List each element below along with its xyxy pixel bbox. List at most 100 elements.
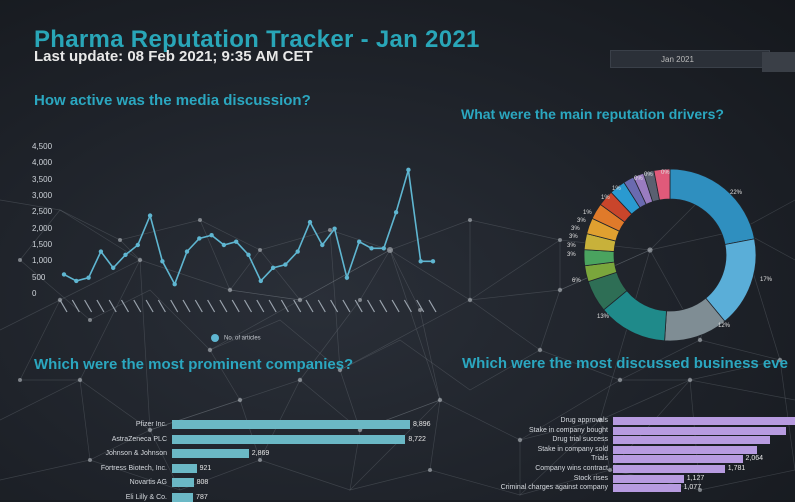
slice-percent-label: 17% <box>760 277 773 283</box>
slice-percent-label: 1% <box>583 210 592 216</box>
data-point[interactable] <box>357 239 362 244</box>
data-point[interactable] <box>135 242 140 248</box>
x-tick-label <box>366 299 376 313</box>
event-bar[interactable] <box>613 474 684 483</box>
company-label: Pfizer Inc. <box>135 421 167 428</box>
company-value-label: 8,896 <box>413 421 431 428</box>
data-point[interactable] <box>393 210 399 215</box>
data-point[interactable] <box>332 226 337 231</box>
data-point[interactable] <box>111 265 116 271</box>
x-tick-label <box>243 299 253 313</box>
events-section-heading: Which were the most discussed business e… <box>462 355 788 372</box>
x-tick-label <box>293 299 302 313</box>
x-tick-label <box>231 299 240 313</box>
company-bar[interactable] <box>172 492 194 502</box>
x-tick-label <box>59 299 68 313</box>
x-tick-label <box>207 299 216 313</box>
data-point[interactable] <box>381 246 386 251</box>
data-point[interactable] <box>147 213 153 218</box>
slice-percent-label: 6% <box>572 278 581 284</box>
data-point[interactable] <box>283 262 288 267</box>
company-bar[interactable] <box>172 463 197 473</box>
page-title: Pharma Reputation Tracker - Jan 2021 <box>34 26 480 53</box>
company-value-label: 921 <box>199 464 212 472</box>
data-point[interactable] <box>184 249 190 254</box>
event-label: Stake in company bought <box>529 426 608 434</box>
donut-slice[interactable] <box>653 168 671 201</box>
company-bar[interactable] <box>172 434 406 444</box>
event-bar[interactable] <box>613 426 786 435</box>
data-point[interactable] <box>160 259 165 264</box>
slice-percent-label: 0% <box>644 172 653 178</box>
y-tick-label: 4,500 <box>32 142 53 151</box>
event-bar[interactable] <box>613 445 758 454</box>
x-tick-label <box>120 299 130 313</box>
company-value-label: 808 <box>196 479 209 486</box>
x-tick-label <box>268 299 277 313</box>
event-bar[interactable] <box>613 455 743 464</box>
data-point[interactable] <box>295 249 300 254</box>
y-tick-label: 1,000 <box>32 256 53 266</box>
data-point[interactable] <box>74 278 79 284</box>
data-point[interactable] <box>258 278 263 284</box>
x-tick-label <box>145 299 154 313</box>
data-point[interactable] <box>197 236 202 241</box>
event-bar[interactable] <box>613 484 681 493</box>
event-value-label: 1,127 <box>686 474 705 482</box>
company-value-label: 787 <box>196 493 208 501</box>
x-tick-label <box>391 299 400 313</box>
x-tick-label <box>71 299 80 313</box>
slice-percent-label: 22% <box>730 190 743 196</box>
company-label: Novartis AG <box>129 479 167 486</box>
data-point[interactable] <box>246 252 251 257</box>
y-tick-label: 1,500 <box>32 240 53 249</box>
data-point[interactable] <box>307 219 313 225</box>
event-value-label: 1,781 <box>727 465 746 472</box>
media-section-heading: How active was the media discussion? <box>34 92 311 109</box>
company-bar[interactable] <box>172 478 194 487</box>
event-label: Company wins contract <box>535 465 608 472</box>
line-chart-legend: No. of articles <box>211 334 261 342</box>
x-tick-label <box>416 299 425 313</box>
x-tick-label <box>379 299 388 313</box>
company-label: Johnson & Johnson <box>105 450 168 457</box>
x-tick-label <box>157 299 166 313</box>
data-point[interactable] <box>86 275 91 280</box>
data-point[interactable] <box>123 252 128 257</box>
event-value-label: 1,077 <box>683 484 702 492</box>
event-bar[interactable] <box>613 436 770 445</box>
data-point[interactable] <box>209 233 214 238</box>
slice-percent-label: 0% <box>634 176 643 182</box>
data-point[interactable] <box>61 272 67 277</box>
drivers-section-heading: What were the main reputation drivers? <box>461 106 724 122</box>
data-point[interactable] <box>98 249 104 254</box>
donut-slice[interactable] <box>669 168 755 245</box>
data-point[interactable] <box>344 275 350 280</box>
event-bar[interactable] <box>613 465 725 473</box>
data-point[interactable] <box>430 259 436 264</box>
slice-percent-label: 1% <box>601 195 610 201</box>
x-tick-label <box>280 299 289 313</box>
company-bar[interactable] <box>172 420 410 429</box>
data-point[interactable] <box>369 246 374 251</box>
data-point[interactable] <box>270 265 276 271</box>
secondary-filter-dropdown[interactable] <box>762 52 795 72</box>
data-point[interactable] <box>418 259 423 264</box>
data-point[interactable] <box>406 167 411 173</box>
y-tick-label: 0 <box>32 289 37 298</box>
data-point[interactable] <box>320 242 325 248</box>
slice-percent-label: 13% <box>597 314 610 320</box>
x-tick-label <box>354 299 363 313</box>
data-point[interactable] <box>221 242 227 248</box>
data-point[interactable] <box>172 282 177 287</box>
company-label: Eli Lilly & Co. <box>125 493 167 501</box>
event-label: Drug trial success <box>552 436 608 444</box>
event-bar[interactable] <box>613 417 795 425</box>
event-label: Criminal charges against company <box>500 484 608 492</box>
x-tick-label <box>170 299 179 313</box>
x-tick-label <box>96 299 105 313</box>
company-bar[interactable] <box>172 449 249 458</box>
data-point[interactable] <box>234 239 239 244</box>
y-tick-label: 2,000 <box>32 223 53 233</box>
